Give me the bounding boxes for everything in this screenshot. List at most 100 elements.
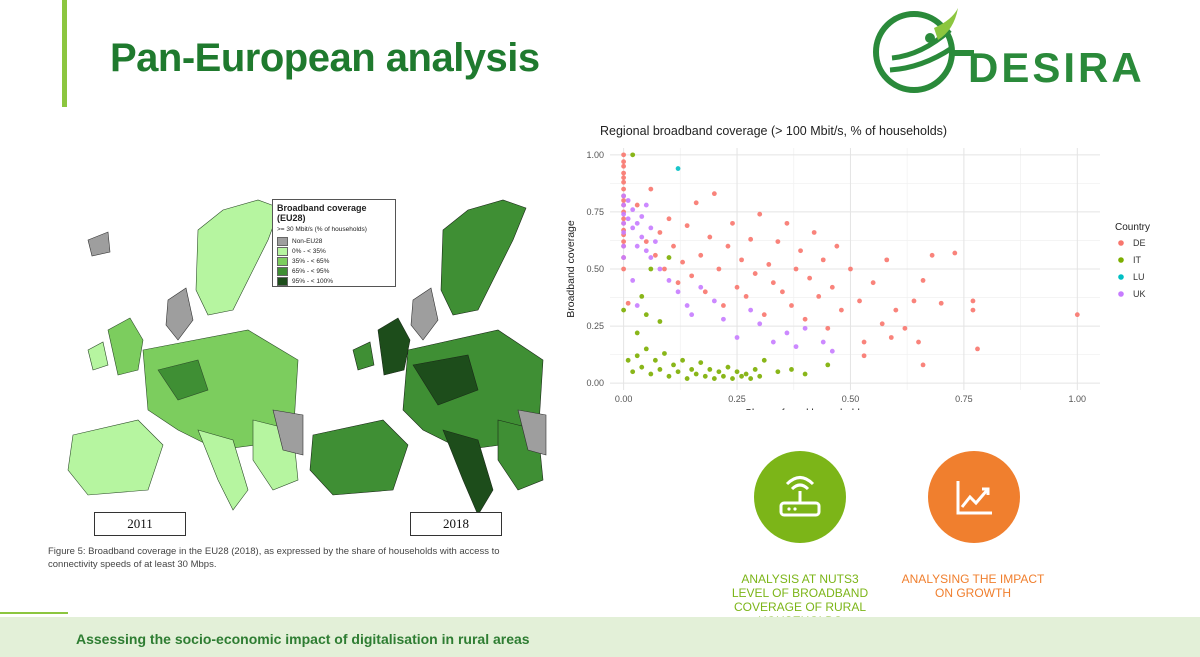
data-point-de [766, 262, 772, 267]
data-point-it [725, 364, 731, 370]
data-point-it [643, 346, 649, 352]
data-point-de [625, 300, 631, 306]
legend-item: 95% - < 100% [277, 276, 391, 286]
data-point-de [829, 284, 835, 290]
data-point-de [784, 220, 790, 226]
data-point-de [902, 325, 908, 331]
data-point-de [621, 239, 627, 245]
data-point-it [643, 312, 649, 318]
data-point-it [666, 373, 672, 379]
y-axis-label: Broadband coverage [565, 220, 577, 318]
data-point-it [630, 369, 636, 375]
data-point-de [657, 230, 663, 235]
router-wifi-icon[interactable] [754, 451, 846, 543]
data-point-uk [625, 198, 631, 203]
growth-chart-icon[interactable] [928, 451, 1020, 543]
data-point-de [711, 191, 717, 197]
logo-text: DESIRA [968, 44, 1145, 91]
footer-bar [0, 617, 1200, 657]
data-point-uk [652, 239, 658, 245]
data-point-de [680, 259, 685, 265]
data-point-uk [829, 348, 835, 354]
legend-label: Non-EU28 [292, 237, 323, 245]
data-point-it [625, 357, 631, 363]
legend-label-it: IT [1133, 255, 1142, 265]
year-label-2018: 2018 [410, 512, 502, 536]
data-point-de [861, 353, 867, 359]
data-point-uk [630, 225, 636, 231]
map-2011 [67, 199, 304, 511]
data-point-uk [621, 202, 627, 208]
data-point-it [639, 364, 645, 370]
data-point-de [870, 280, 876, 286]
data-point-de [884, 257, 890, 263]
data-point-de [752, 271, 758, 276]
data-point-it [652, 357, 658, 363]
legend-item: Non-EU28 [277, 236, 391, 246]
data-point-it [775, 369, 781, 375]
data-point-de [648, 186, 654, 192]
data-point-de [684, 223, 690, 229]
data-point-de [707, 234, 713, 240]
data-point-de [920, 362, 926, 368]
data-point-de [621, 266, 627, 272]
legend-item: 35% - < 65% [277, 256, 391, 266]
data-point-uk [698, 284, 704, 290]
data-point-it [634, 330, 640, 336]
data-point-de [807, 275, 813, 281]
data-point-de [761, 312, 767, 318]
data-point-uk [621, 193, 627, 199]
data-point-it [789, 367, 794, 372]
data-point-de [789, 303, 794, 308]
data-point-uk [643, 202, 649, 208]
data-point-uk [634, 220, 640, 226]
data-point-de [662, 266, 667, 272]
data-point-de [702, 289, 708, 295]
data-point-de [888, 335, 894, 340]
data-point-uk [689, 312, 695, 318]
data-point-de [816, 293, 822, 299]
data-point-it [662, 351, 667, 356]
legend-key-it [1118, 257, 1124, 263]
data-point-de [621, 152, 627, 158]
y-tick-label: 0.75 [586, 207, 604, 217]
legend-item: 0% - < 35% [277, 246, 391, 256]
legend-swatch [277, 236, 288, 246]
data-point-it [748, 376, 754, 381]
data-point-de [848, 266, 853, 272]
data-point-de [970, 298, 976, 304]
data-point-uk [648, 255, 654, 260]
data-point-uk [621, 220, 627, 226]
y-tick-label: 1.00 [586, 150, 604, 160]
data-point-uk [666, 278, 672, 283]
map-2018 [309, 199, 547, 516]
data-point-uk [784, 330, 790, 336]
data-point-de [743, 293, 749, 299]
data-point-de [893, 307, 899, 313]
data-point-lu [675, 166, 681, 171]
data-point-de [621, 179, 627, 185]
data-point-de [693, 200, 699, 206]
data-point-de [952, 250, 958, 256]
legend-swatch [277, 256, 288, 266]
data-point-uk [630, 278, 636, 283]
data-point-de [879, 321, 885, 327]
data-point-it [711, 376, 717, 381]
data-point-uk [675, 289, 681, 295]
data-point-uk [648, 225, 654, 231]
data-point-it [689, 367, 695, 372]
data-point-de [748, 236, 754, 242]
data-point-de [938, 300, 944, 306]
x-tick-label: 0.50 [842, 394, 860, 404]
data-point-it [693, 371, 699, 377]
data-point-de [970, 307, 976, 313]
data-point-uk [734, 335, 740, 340]
data-point-de [716, 266, 722, 272]
data-point-de [671, 243, 676, 249]
data-point-de [652, 252, 658, 258]
data-point-it [666, 255, 672, 260]
data-point-de [861, 339, 867, 345]
data-point-it [657, 319, 663, 324]
legend-label: 95% - < 100% [292, 277, 334, 285]
data-point-de [793, 266, 799, 272]
